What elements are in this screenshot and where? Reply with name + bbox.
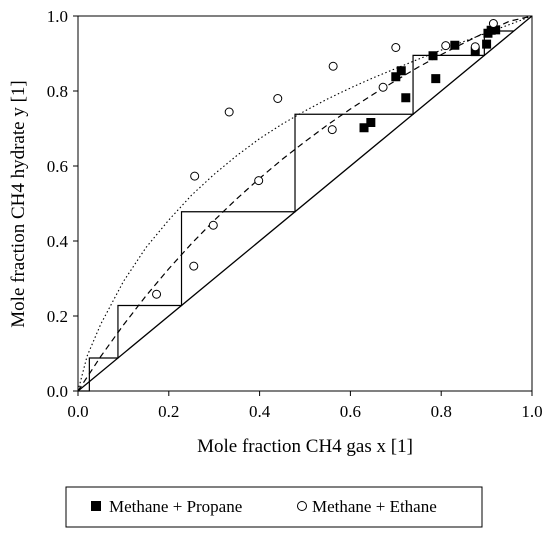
data-point-methane-propane <box>396 66 406 76</box>
data-point-methane-propane <box>428 51 438 61</box>
data-point-methane-ethane <box>378 82 388 92</box>
y-tick-label: 0.6 <box>47 157 68 176</box>
data-point-methane-propane <box>486 25 496 35</box>
data-point-methane-ethane <box>190 171 200 181</box>
data-point-methane-ethane <box>441 41 451 51</box>
legend-label-methane-propane: Methane + Propane <box>109 497 242 516</box>
data-point-methane-ethane <box>328 61 338 71</box>
data-point-methane-propane <box>359 123 369 133</box>
data-point-methane-ethane <box>327 125 337 135</box>
legend-marker-methane-ethane <box>297 501 307 511</box>
x-tick-label: 1.0 <box>521 402 542 421</box>
data-point-methane-ethane <box>208 220 218 230</box>
y-tick-label: 1.0 <box>47 7 68 26</box>
y-tick-label: 0.2 <box>47 307 68 326</box>
ticks-layer: 0.0 0.2 0.4 0.6 0.8 1.0 0.0 0.2 0.4 0.6 0.8 1.0 <box>47 7 543 421</box>
legend: Methane + Propane Methane + Ethane <box>65 486 483 528</box>
data-point-methane-propane <box>450 40 460 50</box>
data-point-methane-propane <box>431 74 441 84</box>
markers-layer <box>152 19 501 299</box>
y-tick-label: 0.4 <box>47 232 69 251</box>
legend-label-methane-ethane: Methane + Ethane <box>312 497 437 516</box>
x-tick-label: 0.8 <box>431 402 452 421</box>
y-axis-title: Mole fraction CH4 hydrate y [1] <box>8 80 29 327</box>
data-point-methane-ethane <box>488 19 498 28</box>
data-point-methane-ethane <box>273 94 283 103</box>
y-tick-label: 0.8 <box>47 82 68 101</box>
y-tick-label: 0.0 <box>47 382 68 401</box>
data-point-methane-ethane <box>152 289 162 299</box>
x-tick-label: 0.0 <box>67 402 88 421</box>
data-point-methane-ethane <box>224 107 234 117</box>
x-tick-label: 0.4 <box>249 402 271 421</box>
x-axis-title: Mole fraction CH4 gas x [1] <box>197 436 413 457</box>
legend-box <box>65 486 483 528</box>
data-point-methane-ethane <box>391 43 401 52</box>
x-tick-label: 0.6 <box>340 402 361 421</box>
data-point-methane-propane <box>401 93 411 103</box>
data-point-methane-propane <box>391 72 401 82</box>
curves-layer <box>77 15 533 392</box>
data-point-methane-ethane <box>470 42 480 52</box>
legend-marker-methane-propane <box>91 501 101 511</box>
x-tick-label: 0.2 <box>158 402 179 421</box>
data-point-methane-propane <box>470 47 480 57</box>
data-point-methane-ethane <box>254 176 264 186</box>
curve-diagonal-solid <box>77 15 533 392</box>
data-point-methane-propane <box>366 118 376 127</box>
data-point-methane-propane <box>491 25 501 35</box>
data-point-methane-ethane <box>189 261 199 271</box>
plot-frame <box>77 15 533 392</box>
data-point-methane-propane <box>482 39 492 49</box>
